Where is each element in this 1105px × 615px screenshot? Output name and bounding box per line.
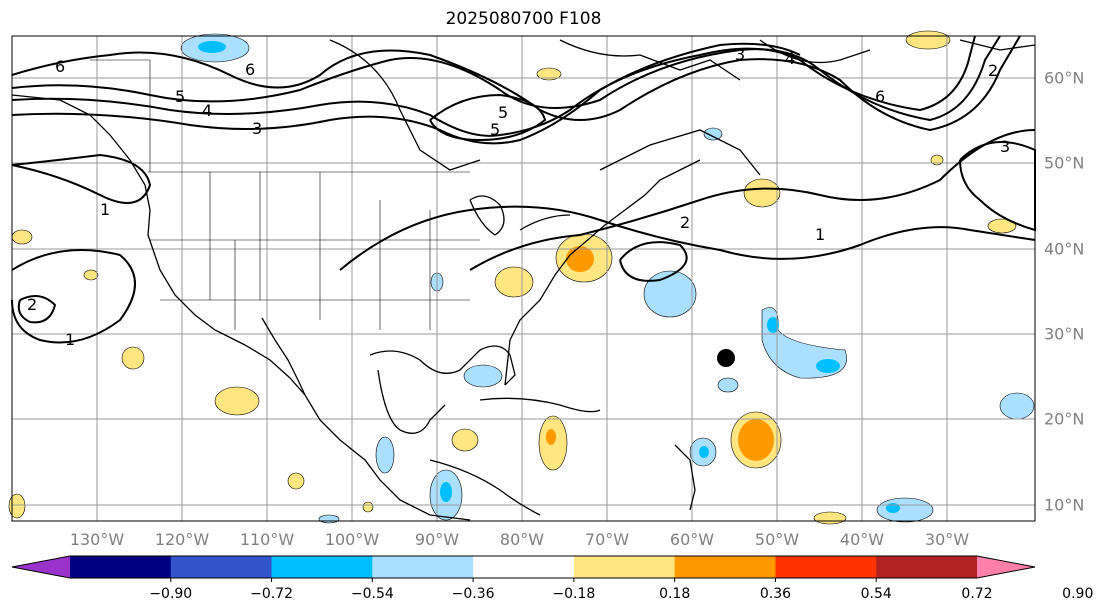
map-frame-border xyxy=(11,35,1036,522)
colorbar-outline xyxy=(11,555,1036,579)
colorbar-segment xyxy=(473,556,575,578)
contour-label: 4 xyxy=(202,101,212,120)
contour-label: 5 xyxy=(490,120,500,139)
colorbar-tick-label: 0.54 xyxy=(860,586,892,602)
colorbar-tick-label: 0.90 xyxy=(1062,586,1094,602)
map-title: 2025080700 F108 xyxy=(445,9,602,29)
lon-label: 80°W xyxy=(499,530,545,549)
colorbar-tick-label: 0.18 xyxy=(659,586,691,602)
contour-label: 5 xyxy=(175,87,185,106)
lat-label: 30°N xyxy=(1044,324,1085,344)
colorbar-segment xyxy=(170,556,273,578)
lat-label: 10°N xyxy=(1044,495,1085,515)
contour-label: 1 xyxy=(100,200,110,219)
colorbar xyxy=(11,555,1036,582)
lon-label: 70°W xyxy=(584,530,630,549)
contour-label: 1 xyxy=(815,225,825,244)
anomaly-pos-1 xyxy=(905,30,951,50)
contour-label: 6 xyxy=(245,60,255,79)
colorbar-segment xyxy=(70,556,172,578)
contour-label-group: 6 5 4 3 6 5 3 4 6 5 2 1 1 2 1 3 2 xyxy=(27,45,1010,349)
colorbar-tick-label: 0.36 xyxy=(759,586,792,602)
lon-label: 40°W xyxy=(839,530,885,549)
colorbar-segment xyxy=(372,556,474,578)
lon-label: 110°W xyxy=(239,530,295,549)
colorbar-segment xyxy=(271,556,373,578)
colorbar-tick-label: −0.36 xyxy=(451,586,495,602)
contour-label: 6 xyxy=(875,87,885,106)
contour-label: 3 xyxy=(1000,137,1010,156)
colorbar-extend-low xyxy=(12,556,70,578)
lon-label: 60°W xyxy=(669,530,715,549)
political-borders xyxy=(90,59,480,330)
lon-label: 130°W xyxy=(69,530,125,549)
contour-label: 2 xyxy=(27,295,37,314)
lon-label: 30°W xyxy=(924,530,970,549)
contour-label: 1 xyxy=(65,330,75,349)
storm-position-marker xyxy=(717,349,735,367)
colorbar-segment xyxy=(775,556,877,578)
colorbar-tick-label: −0.72 xyxy=(250,586,293,602)
contour-label: 5 xyxy=(498,103,508,122)
colorbar-segment xyxy=(573,556,676,578)
lat-label: 20°N xyxy=(1044,409,1085,429)
lon-label: 120°W xyxy=(154,530,210,549)
colorbar-tick-label: −0.90 xyxy=(149,586,193,602)
contour-label: 2 xyxy=(680,213,690,232)
lon-label: 90°W xyxy=(414,530,460,549)
shaded-anomalies xyxy=(8,30,1035,525)
lon-label: 50°W xyxy=(754,530,800,549)
contour-label: 3 xyxy=(252,119,262,138)
contour-label: 2 xyxy=(988,61,998,80)
contour-lines xyxy=(11,35,1036,344)
contour-label: 6 xyxy=(55,57,65,76)
contour-label: 3 xyxy=(735,45,745,64)
colorbar-extend-high xyxy=(977,556,1035,578)
graticule xyxy=(12,36,1035,521)
lon-label: 100°W xyxy=(324,530,380,549)
contour-label: 4 xyxy=(785,49,795,68)
colorbar-tick-label: −0.18 xyxy=(552,586,596,602)
colorbar-tick-label: −0.54 xyxy=(350,586,394,602)
lat-label: 40°N xyxy=(1044,239,1085,259)
colorbar-tick-label: 0.72 xyxy=(961,586,993,602)
lat-label: 60°N xyxy=(1044,68,1085,88)
lat-label: 50°N xyxy=(1044,153,1085,173)
colorbar-segment xyxy=(674,556,776,578)
coastlines xyxy=(11,39,1036,521)
colorbar-segment xyxy=(876,556,978,578)
